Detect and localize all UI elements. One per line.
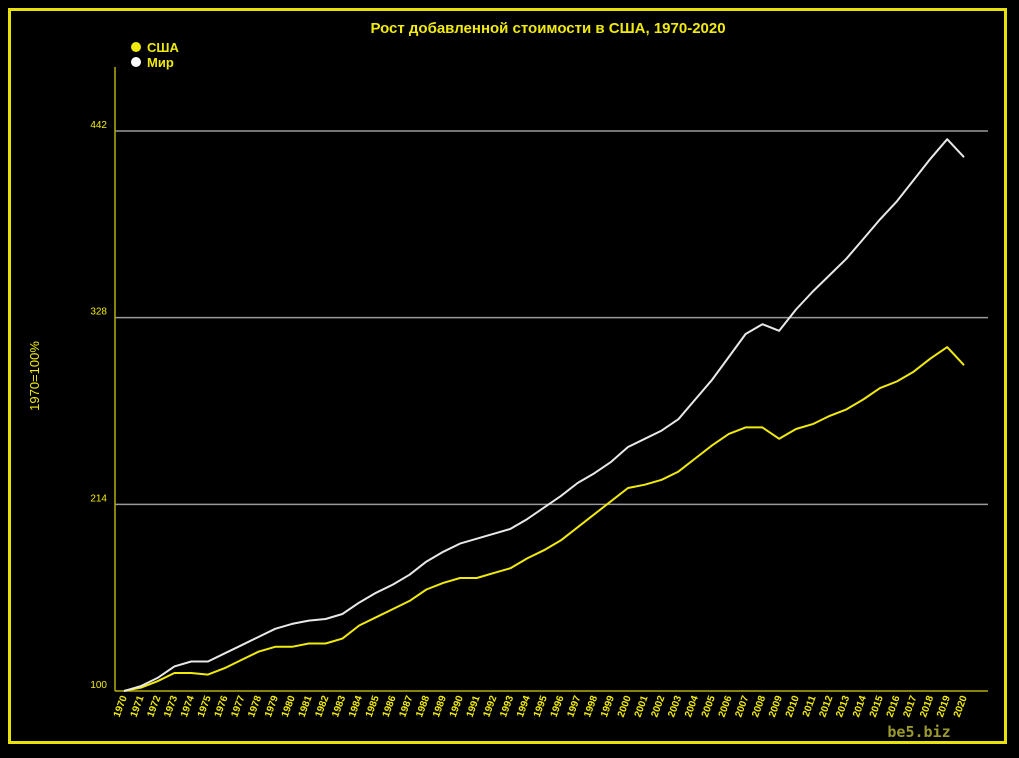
x-tick-label-1984: 1984 [347, 694, 365, 719]
x-tick-label-2000: 2000 [616, 694, 634, 719]
x-tick-label-2015: 2015 [868, 694, 886, 719]
y-tick-label-100: 100 [90, 680, 107, 691]
x-tick-label-2016: 2016 [885, 694, 903, 719]
x-tick-label-2020: 2020 [952, 694, 970, 719]
x-tick-label-1977: 1977 [229, 694, 247, 719]
x-tick-labels: 1970197119721973197419751976197719781979… [112, 694, 970, 719]
x-tick-label-1987: 1987 [397, 694, 415, 719]
x-tick-label-2003: 2003 [666, 694, 684, 719]
series-lines [123, 138, 965, 692]
x-tick-label-1980: 1980 [280, 694, 298, 719]
x-tick-label-1982: 1982 [313, 694, 331, 719]
legend: США Мир [131, 40, 179, 70]
y-tick-label-328: 328 [90, 307, 107, 318]
x-tick-label-1997: 1997 [565, 694, 583, 719]
legend-label-world: Мир [147, 55, 174, 70]
x-tick-label-1974: 1974 [179, 694, 197, 719]
x-tick-label-2013: 2013 [834, 694, 852, 719]
x-tick-label-1976: 1976 [213, 694, 231, 719]
x-tick-label-1972: 1972 [145, 694, 163, 719]
legend-swatch-world [131, 57, 141, 67]
x-tick-label-1995: 1995 [532, 694, 550, 719]
x-tick-label-2010: 2010 [784, 694, 802, 719]
watermark-text: be5.biz [887, 723, 950, 741]
x-tick-label-1971: 1971 [129, 694, 147, 719]
x-tick-label-1983: 1983 [330, 694, 348, 719]
x-tick-label-2018: 2018 [918, 694, 936, 719]
chart-svg: Рост добавленной стоимости в США, 1970-2… [27, 20, 988, 741]
x-tick-label-1994: 1994 [515, 694, 533, 719]
x-tick-label-1991: 1991 [465, 694, 483, 719]
x-tick-label-1986: 1986 [381, 694, 399, 719]
x-tick-label-2002: 2002 [649, 694, 667, 719]
x-tick-label-2009: 2009 [767, 694, 785, 719]
x-tick-label-1973: 1973 [162, 694, 180, 719]
x-tick-label-2001: 2001 [633, 694, 651, 719]
x-tick-label-1979: 1979 [263, 694, 281, 719]
axes [114, 67, 988, 692]
series-line-world [123, 138, 965, 692]
y-axis-label: 1970=100% [27, 341, 42, 411]
x-tick-label-1999: 1999 [599, 694, 617, 719]
series-line-usa [123, 346, 965, 692]
x-tick-label-2011: 2011 [801, 694, 819, 719]
y-tick-label-442: 442 [90, 120, 107, 131]
x-tick-label-2004: 2004 [683, 694, 701, 719]
x-tick-label-1998: 1998 [582, 694, 600, 719]
x-tick-label-1975: 1975 [196, 694, 214, 719]
y-tick-labels: 100 214 328 442 [90, 120, 107, 691]
y-tick-label-214: 214 [90, 493, 107, 504]
x-tick-label-2019: 2019 [935, 694, 953, 719]
x-tick-label-2006: 2006 [717, 694, 735, 719]
x-tick-label-1988: 1988 [414, 694, 432, 719]
x-tick-label-2005: 2005 [700, 694, 718, 719]
x-tick-label-1989: 1989 [431, 694, 449, 719]
x-tick-label-1993: 1993 [498, 694, 516, 719]
grid-lines [115, 130, 988, 506]
x-tick-label-1990: 1990 [448, 694, 466, 719]
x-tick-label-1981: 1981 [297, 694, 315, 719]
x-tick-label-2008: 2008 [750, 694, 768, 719]
legend-label-usa: США [147, 40, 179, 55]
x-tick-label-1978: 1978 [246, 694, 264, 719]
x-tick-label-1985: 1985 [364, 694, 382, 719]
x-tick-label-1996: 1996 [549, 694, 567, 719]
x-tick-label-2014: 2014 [851, 694, 869, 719]
x-tick-label-1970: 1970 [112, 694, 130, 719]
x-tick-label-2012: 2012 [817, 694, 835, 719]
x-tick-label-1992: 1992 [481, 694, 499, 719]
chart-frame: Рост добавленной стоимости в США, 1970-2… [8, 8, 1007, 744]
x-tick-label-2017: 2017 [901, 694, 919, 719]
legend-swatch-usa [131, 42, 141, 52]
chart-title: Рост добавленной стоимости в США, 1970-2… [370, 20, 725, 37]
x-tick-label-2007: 2007 [733, 694, 751, 719]
